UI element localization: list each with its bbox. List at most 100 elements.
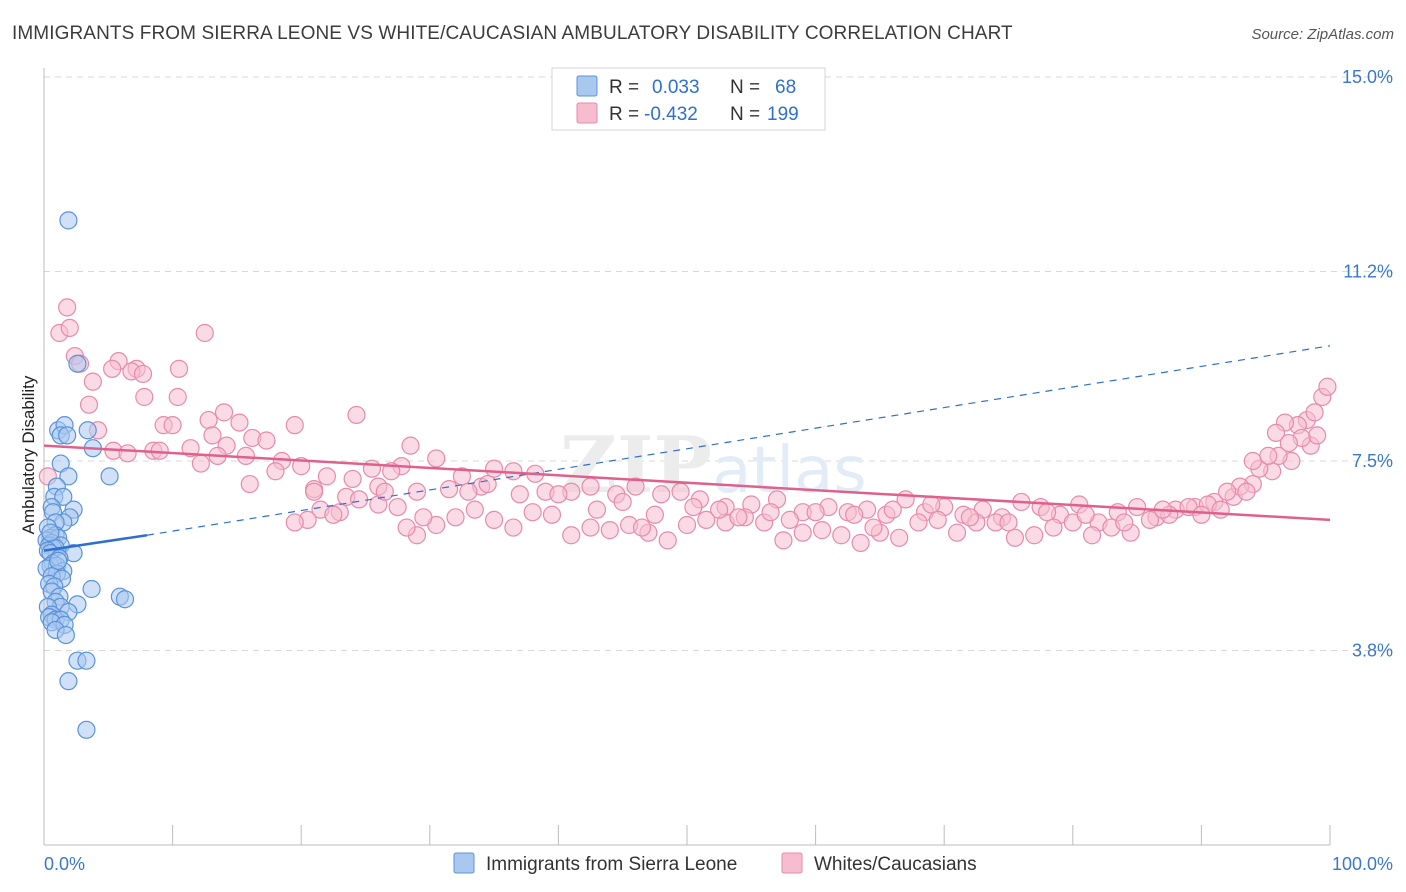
white-caucasian-point-25	[257, 431, 276, 450]
white-caucasian-point-168	[587, 500, 607, 519]
white-caucasian-point-181	[999, 513, 1018, 532]
white-caucasian-point-188	[1237, 482, 1256, 501]
white-caucasian-point-20	[230, 413, 249, 432]
white-caucasian-point-116	[1082, 526, 1102, 545]
y-axis-label: Ambulatory Disability	[19, 375, 38, 534]
white-caucasian-point-183	[1076, 505, 1095, 524]
watermark-zip: ZIP	[560, 420, 712, 511]
white-caucasian-point-11	[83, 372, 102, 391]
sierra-leone-point-5	[58, 426, 77, 445]
white-caucasian-point-187	[1211, 500, 1230, 519]
grid-lines	[44, 76, 1392, 651]
bottom-legend-label-blue: Immigrants from Sierra Leone	[486, 854, 737, 875]
white-caucasian-point-39	[401, 436, 420, 455]
sierra-leone-point-65	[77, 720, 96, 739]
white-caucasian-point-12	[133, 364, 153, 384]
white-caucasian-point-165	[478, 474, 497, 494]
white-caucasian-point-154	[349, 490, 369, 509]
white-caucasian-point-177	[845, 505, 864, 524]
x-tick-labels: 0.0% 100.0%	[44, 854, 1393, 874]
white-caucasian-point-128	[851, 533, 870, 553]
white-caucasian-point-184	[1115, 513, 1134, 532]
white-caucasian-point-101	[1266, 423, 1286, 442]
legend-n-label-blue: N =	[730, 77, 760, 98]
white-caucasian-point-164	[459, 482, 478, 501]
legend-r-label-pink: R =	[609, 104, 639, 125]
white-caucasian-point-142	[581, 518, 600, 537]
white-caucasian-point-176	[806, 503, 825, 522]
bottom-legend-swatch-blue	[453, 852, 475, 874]
white-caucasian-point-51	[452, 467, 472, 486]
trend-line-pink	[43, 444, 1331, 522]
white-caucasian-point-45	[266, 462, 285, 481]
white-caucasian-point-148	[465, 500, 484, 519]
white-caucasian-point-152	[388, 497, 407, 517]
white-caucasian-point-126	[890, 528, 909, 547]
legend-r-value-blue: 0.033	[652, 77, 700, 98]
sierra-leone-point-47	[115, 590, 135, 609]
legend-r-label-blue: R =	[609, 77, 639, 98]
top-legend: R = 0.033 N = 68 R = -0.432 N = 199	[551, 67, 826, 131]
white-caucasian-point-120	[1005, 528, 1025, 547]
white-caucasian-point-192	[864, 518, 883, 537]
white-caucasian-point-161	[375, 482, 394, 501]
white-caucasian-point-179	[922, 495, 941, 514]
white-caucasian-point-170	[645, 505, 664, 524]
white-caucasian-point-22	[347, 405, 366, 425]
white-caucasian-point-119	[1025, 526, 1044, 545]
bottom-legend: Immigrants from Sierra Leone Whites/Cauc…	[453, 852, 977, 875]
white-caucasian-point-8	[169, 359, 189, 378]
legend-r-value-pink: -0.432	[644, 104, 698, 125]
white-caucasian-point-178	[883, 500, 902, 519]
white-caucasian-point-97	[1308, 426, 1327, 445]
white-caucasian-point-171	[684, 497, 703, 517]
watermark-atlas: atlas	[712, 434, 867, 508]
white-caucasian-point-162	[397, 518, 416, 537]
white-caucasian-point-14	[135, 387, 154, 407]
white-caucasian-point-123	[947, 523, 967, 542]
white-caucasian-point-60	[626, 477, 645, 496]
white-caucasian-point-131	[793, 523, 812, 542]
sierra-leone-point-66	[41, 523, 60, 542]
sierra-leone-point-1	[68, 354, 87, 373]
white-caucasian-point-15	[168, 387, 187, 407]
white-caucasian-point-143	[562, 526, 581, 545]
white-caucasian-point-3	[195, 323, 214, 343]
sierra-leone-point-63	[77, 651, 96, 670]
y-tick-label-3: 15.0%	[1342, 67, 1393, 87]
trend-line-blue-solid	[43, 534, 148, 552]
white-caucasian-point-30	[181, 439, 200, 458]
sierra-leone-point-9	[100, 467, 119, 486]
sierra-leone-point-10	[59, 467, 78, 486]
white-caucasian-point-158	[285, 513, 304, 532]
white-caucasian-point-10	[103, 359, 122, 378]
white-caucasian-point-173	[729, 508, 748, 527]
x-tick-label-start: 0.0%	[44, 854, 85, 874]
y-tick-label-1: 7.5%	[1352, 451, 1393, 471]
x-tick-label-end: 100.0%	[1332, 854, 1393, 874]
y-tick-label-2: 11.2%	[1343, 262, 1393, 282]
white-caucasian-point-104	[1305, 403, 1324, 422]
sierra-leone-point-6	[78, 421, 97, 440]
white-caucasian-point-16	[214, 403, 234, 422]
white-caucasian-point-130	[812, 521, 832, 540]
white-caucasian-point-28	[118, 444, 137, 463]
trend-lines	[43, 345, 1331, 552]
white-caucasian-point-149	[446, 508, 465, 527]
white-caucasian-point-124	[928, 510, 947, 529]
white-caucasian-point-186	[1192, 505, 1211, 524]
white-caucasian-point-182	[1037, 503, 1057, 522]
white-caucasian-point-191	[632, 518, 652, 537]
white-caucasian-point-113	[1140, 510, 1160, 529]
legend-n-value-pink: 199	[767, 104, 799, 125]
sierra-leone-point-64	[59, 672, 78, 691]
white-caucasian-point-41	[191, 454, 210, 473]
white-caucasian-point-166	[510, 485, 529, 504]
white-caucasian-point-163	[439, 480, 459, 499]
sierra-leone-point-67	[49, 551, 68, 570]
white-caucasian-point-160	[324, 505, 343, 524]
white-caucasian-point-19	[163, 416, 182, 435]
white-caucasian-point-167	[549, 485, 568, 504]
white-caucasian-point-145	[523, 503, 542, 522]
